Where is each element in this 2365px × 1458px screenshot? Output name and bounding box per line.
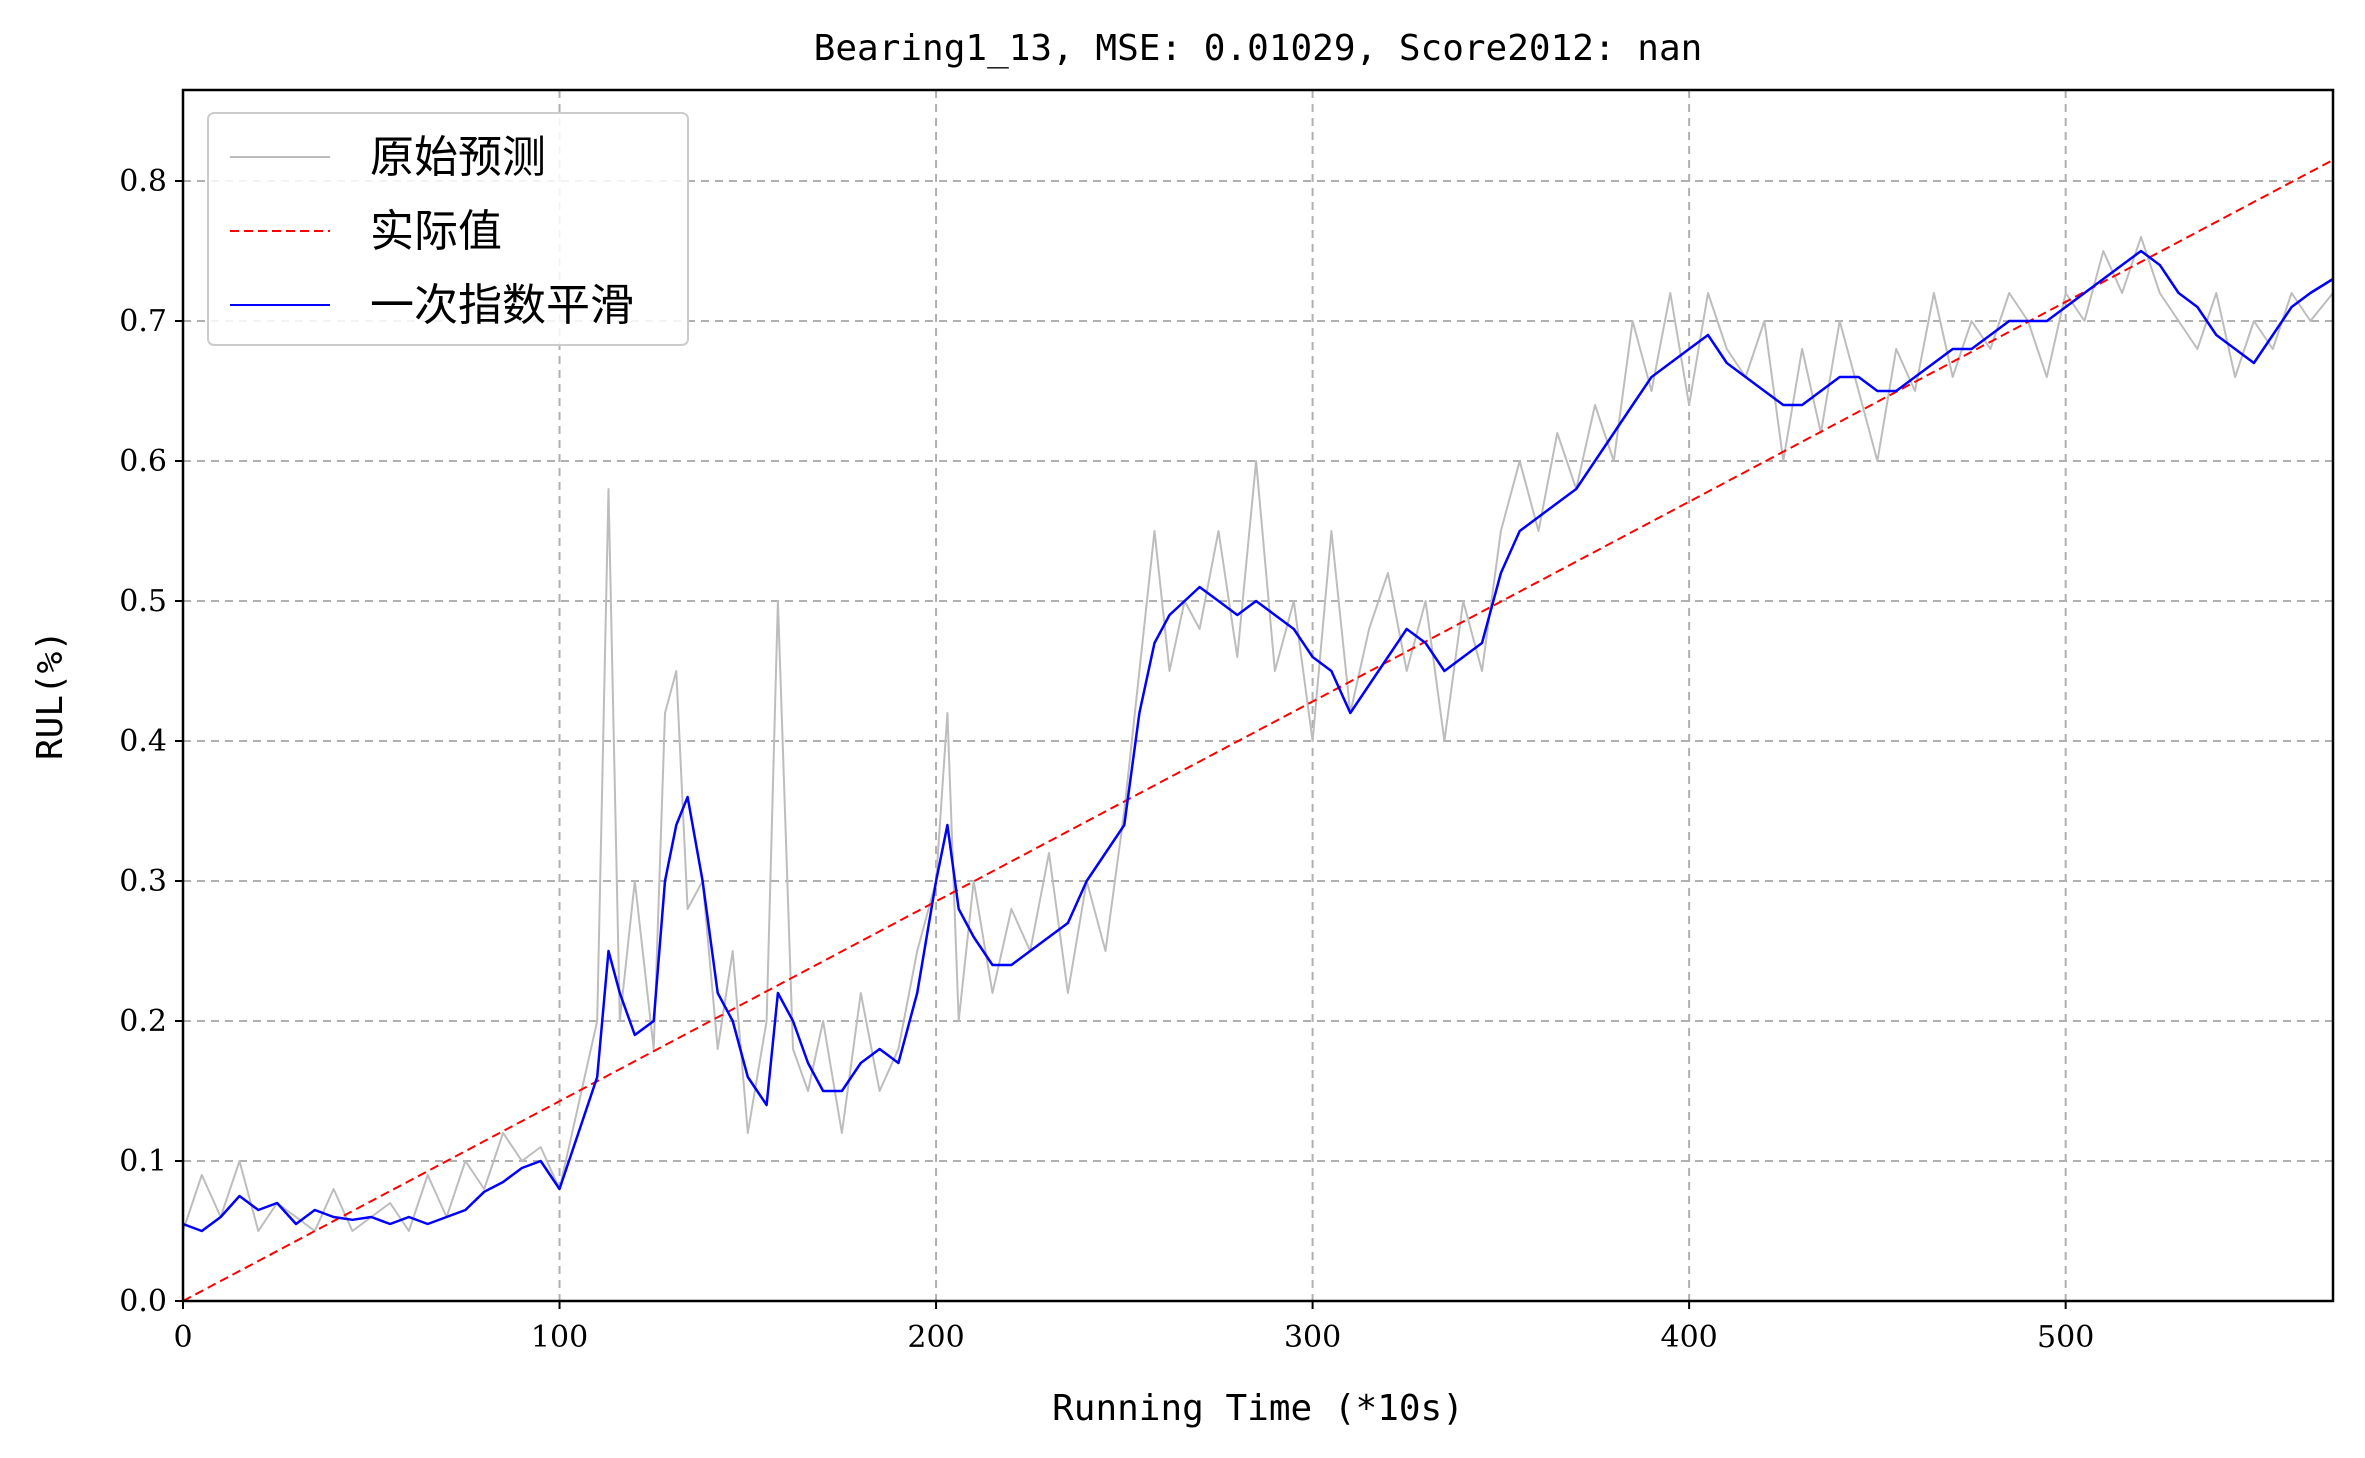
legend-box [207, 112, 689, 346]
y-tick-label: 0.5 [119, 584, 167, 619]
legend-label-0: 原始预测 [370, 132, 546, 183]
y-tick-label: 0.0 [119, 1284, 167, 1319]
y-tick-label: 0.6 [119, 444, 167, 479]
chart-title: Bearing1_13, MSE: 0.01029, Score2012: na… [814, 28, 1703, 69]
legend-label-2: 一次指数平滑 [370, 280, 634, 331]
x-tick-label: 500 [2037, 1320, 2094, 1355]
y-axis-label: RUL(%) [30, 630, 71, 760]
x-axis-label: Running Time (*10s) [1052, 1388, 1464, 1429]
x-tick-label: 300 [1284, 1320, 1341, 1355]
legend-label-1: 实际值 [370, 206, 502, 257]
y-tick-label: 0.7 [119, 304, 167, 339]
y-tick-label: 0.3 [119, 864, 167, 899]
y-tick-label: 0.4 [119, 724, 167, 759]
y-tick-label: 0.1 [119, 1144, 167, 1179]
y-tick-label: 0.2 [119, 1004, 167, 1039]
x-tick-label: 100 [531, 1320, 588, 1355]
series-layer [182, 159, 2334, 1302]
series-line-2 [182, 249, 2334, 1233]
x-tick-label: 200 [907, 1320, 964, 1355]
plot-frame [181, 88, 2335, 1303]
x-ticks: 0 100 200 300 400 500 [173, 1301, 2094, 1355]
y-ticks: 0.0 0.1 0.2 0.3 0.4 0.5 0.6 0.7 0.8 [119, 164, 183, 1319]
x-tick-label: 400 [1660, 1320, 1717, 1355]
y-tick-label: 0.8 [119, 164, 167, 199]
x-tick-label: 0 [173, 1320, 192, 1355]
